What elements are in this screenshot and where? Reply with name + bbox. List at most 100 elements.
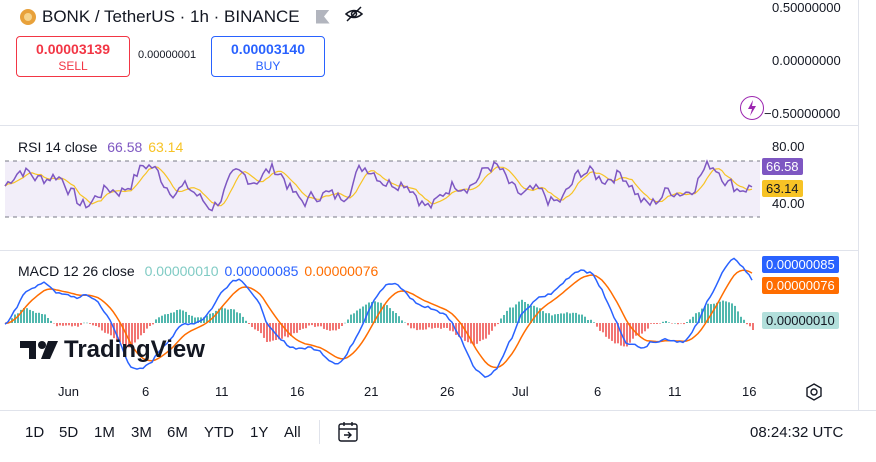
macd-histogram-bar [98,323,100,328]
macd-histogram-bar [50,320,52,323]
price-axis-divider [858,0,859,410]
macd-histogram-bar [335,323,337,331]
macd-histogram-bar [197,317,199,323]
macd-histogram-bar [581,314,583,323]
spread-value: 0.00000001 [138,49,197,61]
macd-histogram-bar [548,313,550,323]
buy-button[interactable]: 0.00003140 BUY [211,36,325,77]
macd-histogram-bar [209,313,211,323]
macd-histogram-bar [182,310,184,323]
macd-histogram-bar [659,323,661,324]
rsi-axis-label: 40.00 [772,196,805,211]
sell-button[interactable]: 0.00003139 SELL [16,36,130,77]
macd-histogram-bar [71,323,73,327]
macd-histogram-bar [683,323,685,325]
macd-histogram-bar [35,312,37,323]
macd-histogram-bar [389,308,391,323]
tradingview-logo[interactable]: TradingView [20,336,205,364]
macd-histogram-bar [716,302,718,323]
eye-hidden-icon[interactable] [344,6,364,27]
timeframe-5d[interactable]: 5D [59,424,79,441]
macd-histogram-bar [248,323,250,324]
macd-histogram-bar [368,302,370,323]
macd-histogram-bar [47,318,49,323]
macd-histogram-bar [413,323,415,329]
macd-histogram-bar [59,323,61,326]
timeframe-1y[interactable]: 1Y [250,424,269,441]
lightning-icon[interactable] [740,96,764,120]
macd-histogram-bar [116,323,118,341]
timeframe-3m[interactable]: 3M [131,424,152,441]
macd-histogram-bar [446,323,448,328]
macd-histogram-bar [134,323,136,343]
macd-histogram-bar [23,308,25,323]
macd-histogram-bar [155,319,157,323]
macd-histogram-bar [281,323,283,339]
macd-histogram-bar [635,323,637,336]
timeframe-1d[interactable]: 1D [25,424,45,441]
macd-histogram-bar [662,321,664,323]
macd-histogram-bar [428,323,430,328]
macd-histogram-bar [110,323,112,336]
macd-histogram-bar [665,321,667,323]
macd-histogram-bar [626,323,628,347]
go-to-date-icon[interactable] [336,421,360,448]
macd-histogram-bar [89,323,91,324]
macd-histogram-bar [311,323,313,326]
macd-histogram-bar [245,320,247,323]
macd-histogram-bar [83,322,85,324]
macd-histogram-bar [401,320,403,323]
symbol-title: BONK / TetherUS · 1h · BINANCE [42,6,300,26]
macd-histogram-bar [140,323,142,336]
timeframe-6m[interactable]: 6M [167,424,188,441]
macd-histogram-bar [92,323,94,326]
macd-histogram-bar [689,319,691,323]
macd-histogram-bar [227,309,229,323]
macd-histogram-bar [632,323,634,339]
macd-histogram-bar [641,323,643,334]
macd-histogram-bar [743,319,745,323]
pane-divider[interactable] [0,125,858,126]
macd-histogram-bar [95,323,97,326]
macd-histogram-bar [383,304,385,323]
time-axis-label: 21 [364,384,379,399]
time-axis-label: 6 [594,384,602,399]
macd-histogram-bar [275,323,277,340]
settings-gear-icon[interactable] [805,383,823,406]
timeframe-1m[interactable]: 1M [94,424,115,441]
macd-legend[interactable]: MACD 12 26 close 0.00000010 0.00000085 0… [18,263,378,279]
macd-histogram-bar [359,308,361,323]
macd-histogram-bar [752,323,754,330]
symbol-header[interactable]: BONK / TetherUS · 1h · BINANCE [20,6,364,27]
tradingview-logo-icon [20,341,58,359]
pane-divider[interactable] [0,250,858,251]
macd-histogram-bar [725,301,727,323]
macd-histogram-bar [668,322,670,323]
macd-histogram-bar [698,312,700,323]
time-axis-label: 16 [742,384,757,399]
macd-histogram-bar [494,323,496,327]
macd-histogram-bar [602,323,604,333]
macd-histogram-bar [734,305,736,323]
flag-icon[interactable] [315,9,330,24]
macd-histogram-bar [506,310,508,323]
macd-histogram-bar [545,313,547,323]
macd-histogram-bar [380,302,382,323]
macd-histogram-bar [608,323,610,339]
timeframe-ytd[interactable]: YTD [204,424,234,441]
macd-histogram-bar [425,323,427,330]
utc-clock[interactable]: 08:24:32 UTC [750,424,844,441]
timeframe-all[interactable]: All [284,424,301,441]
macd-histogram-bar [233,309,235,323]
macd-histogram-bar [236,312,238,323]
macd-histogram-bar [185,311,187,323]
macd-histogram-bar [350,314,352,323]
macd-histogram-bar [593,322,595,323]
macd-histogram-bar [599,323,601,331]
macd-histogram-bar [128,323,130,348]
rsi-value: 66.58 [107,139,143,155]
macd-histogram-bar [527,303,529,323]
rsi-legend[interactable]: RSI 14 close 66.58 63.14 [18,139,183,155]
macd-histogram-bar [485,323,487,339]
macd-histogram-bar [68,323,70,326]
